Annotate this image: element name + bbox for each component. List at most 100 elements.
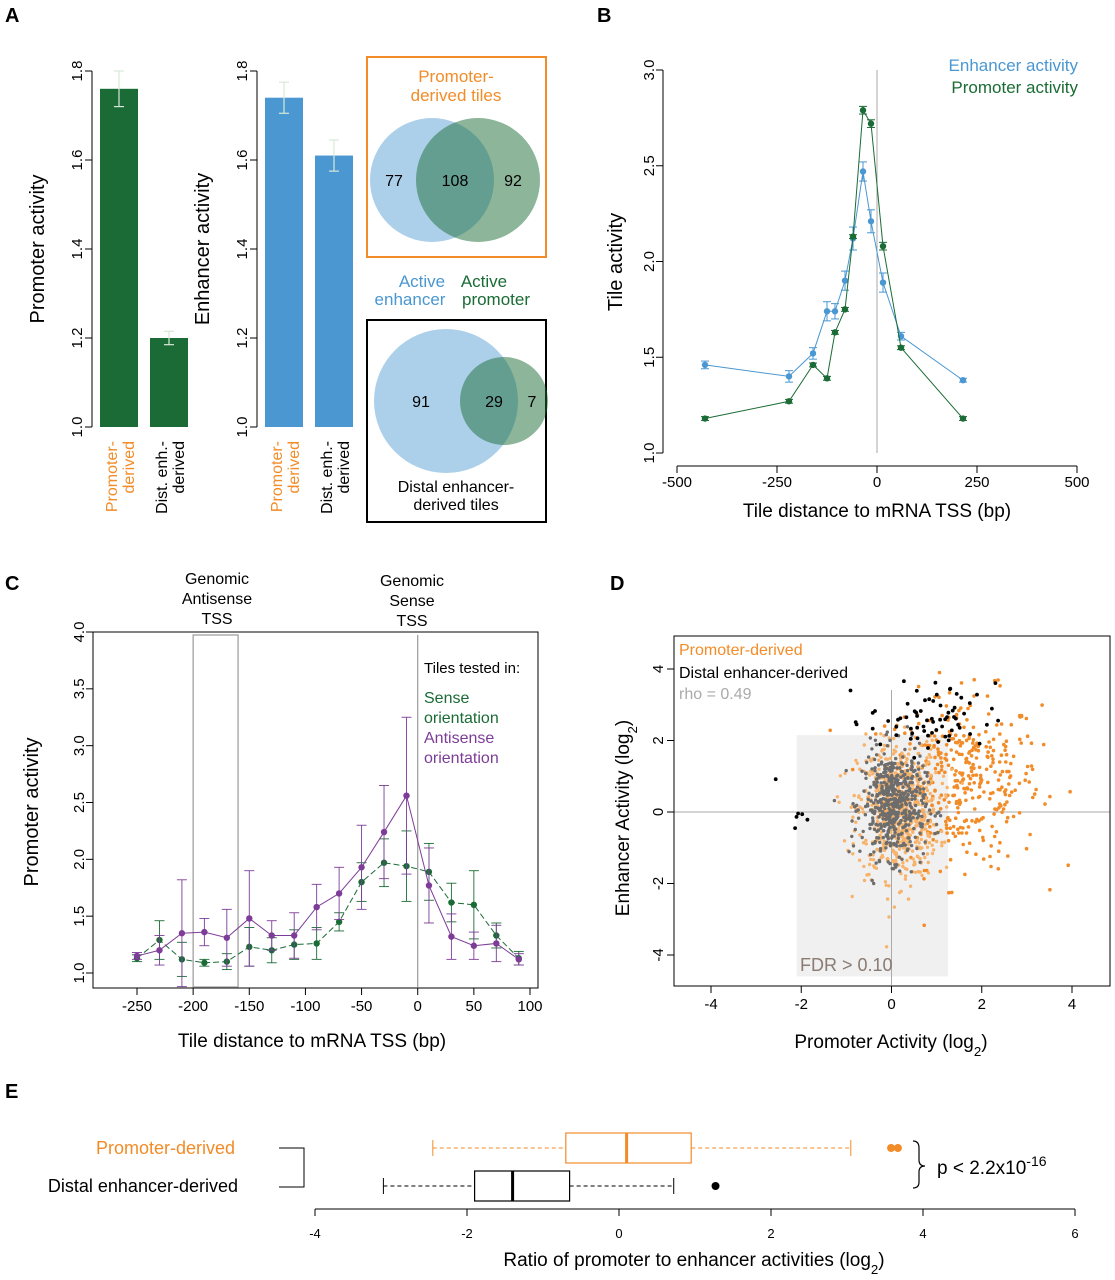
scatter-point (866, 755, 871, 759)
scatter-point (862, 789, 866, 793)
scatter-point (916, 684, 921, 689)
venn-promoter-derived: Promoter- derived tiles 77 108 92 (366, 56, 547, 258)
scatter-point (1043, 802, 1047, 806)
scatter-point (876, 828, 881, 832)
scatter-point (1011, 754, 1016, 759)
scatter-point (948, 818, 952, 823)
scatter-point (922, 923, 926, 928)
scatter-point (907, 810, 912, 814)
scatter-point (853, 720, 858, 724)
y-tick-label: 1.0 (641, 443, 658, 464)
scatter-point (926, 860, 930, 865)
x-tick-label: 50 (466, 998, 483, 1015)
scatter-point (940, 724, 944, 729)
scatter-point (913, 797, 917, 801)
scatter-point (885, 856, 890, 861)
scatter-point (1008, 774, 1013, 778)
scatter-point (940, 840, 944, 845)
scatter-point (805, 817, 810, 822)
scatter-point (899, 775, 903, 779)
scatter-point (872, 881, 876, 886)
scatter-point (866, 797, 870, 801)
scatter-point (991, 737, 996, 742)
scatter-point (859, 797, 864, 802)
scatter-point (902, 780, 906, 784)
scatter-point (1002, 742, 1006, 747)
scatter-point (919, 798, 924, 803)
scatter-point (957, 831, 961, 835)
venn-bottom-title-2: derived tiles (413, 497, 498, 514)
scatter-point (989, 844, 993, 848)
scatter-point (1011, 814, 1016, 819)
scatter-point (878, 742, 883, 747)
scatter-point (915, 816, 920, 820)
scatter-point (922, 877, 926, 881)
scatter-point (863, 813, 868, 817)
scatter-point (932, 745, 936, 749)
scatter-point (870, 809, 875, 813)
scatter-point (949, 767, 954, 771)
scatter-point (977, 794, 982, 799)
scatter-point (965, 718, 969, 722)
data-point (246, 915, 253, 922)
scatter-point (933, 680, 938, 685)
data-point (448, 933, 455, 940)
scatter-point (855, 761, 859, 765)
scatter-point (951, 831, 955, 836)
scatter-point (943, 756, 947, 761)
scatter-point (873, 769, 877, 773)
scatter-point (1031, 795, 1035, 800)
scatter-point (906, 897, 911, 901)
panel-a-promoter-bar-chart: 1.0 1.2 1.4 1.6 1.8 Promoter activity Promoter… (27, 61, 188, 514)
scatter-point (924, 802, 928, 806)
scatter-point (884, 846, 888, 850)
scatter-point (966, 706, 970, 711)
scatter-point (998, 788, 1002, 792)
scatter-point (885, 730, 889, 734)
scatter-point (991, 757, 995, 761)
scatter-point (1025, 734, 1030, 738)
scatter-point (874, 789, 878, 793)
scatter-point (910, 764, 914, 768)
scatter-point (967, 701, 972, 705)
scatter-point (925, 852, 930, 856)
scatter-point (894, 865, 898, 869)
scatter-point (915, 785, 920, 789)
scatter-point (939, 760, 944, 765)
scatter-point (956, 806, 960, 810)
series-line (704, 171, 964, 381)
data-point (178, 930, 186, 937)
scatter-point (948, 857, 953, 862)
scatter-point (901, 785, 905, 789)
scatter-point (977, 785, 982, 789)
scatter-point (963, 791, 967, 795)
scatter-point (869, 799, 873, 803)
scatter-point (907, 836, 911, 840)
scatter-point (908, 833, 913, 837)
antisense-tss-annotation: Genomic (185, 571, 249, 588)
legend-distal-enhancer: Distal enhancer-derived (679, 665, 848, 682)
data-point (823, 308, 831, 315)
antisense-tss-annotation: Antisense (182, 591, 252, 608)
scatter-point (870, 793, 874, 797)
scatter-point (926, 780, 931, 784)
scatter-point (1041, 742, 1046, 747)
scatter-point (897, 855, 901, 859)
scatter-point (953, 779, 958, 783)
scatter-point (903, 843, 907, 847)
scatter-point (861, 810, 866, 814)
scatter-point (1024, 771, 1028, 776)
scatter-point (885, 757, 890, 761)
scatter-point (908, 781, 912, 785)
scatter-point (895, 778, 899, 782)
scatter-point (900, 770, 905, 774)
panel-e-box-plot: -4 -2 0 2 4 6 Ratio of promoter to enhancer ac… (48, 1132, 1079, 1277)
scatter-point (892, 850, 896, 854)
scatter-point (997, 760, 1002, 764)
scatter-point (926, 819, 930, 823)
x-axis-label: Tile distance to mRNA TSS (bp) (178, 1031, 446, 1052)
scatter-point (972, 694, 976, 698)
scatter-point (871, 853, 875, 857)
scatter-point (933, 766, 938, 771)
scatter-point (952, 793, 957, 798)
